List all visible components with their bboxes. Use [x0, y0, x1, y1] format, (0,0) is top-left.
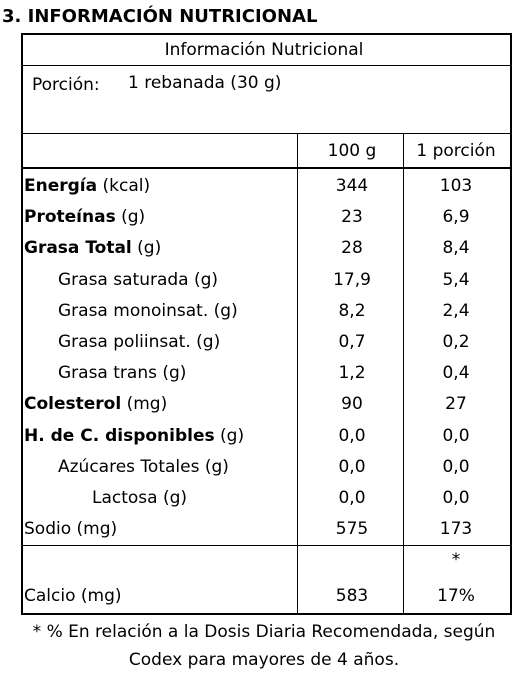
nutrient-unit: (g) — [162, 363, 187, 384]
nutrient-name: Grasa saturada — [58, 269, 189, 290]
rule — [21, 65, 510, 66]
value-portion: 0,0 — [442, 488, 470, 508]
nutrient-label: Grasa Total (g) — [24, 238, 161, 258]
value-portion: 5,4 — [442, 269, 470, 290]
footnote: Codex para mayores de 4 años. — [128, 650, 400, 670]
nutrient-unit: (mg) — [126, 394, 168, 415]
nutrient-name: Energía — [24, 176, 98, 196]
value-portion: 103 — [439, 176, 473, 196]
value-100g: 0,0 — [338, 488, 366, 508]
column-rule — [403, 133, 404, 613]
nutrient-label: Proteínas (g) — [24, 207, 145, 227]
value-portion: 0,4 — [442, 363, 470, 384]
nutrient-unit: (g) — [213, 300, 238, 321]
nutrient-unit: (g) — [196, 332, 221, 352]
footnote-marker: * — [451, 550, 461, 570]
value-100g: 0,0 — [338, 456, 366, 477]
footnote: * % En relación a la Dosis Diaria Recome… — [32, 622, 496, 642]
nutrient-label: Grasa saturada (g) — [58, 270, 218, 290]
value-portion: 0,0 — [442, 425, 470, 446]
value-100g: 23 — [341, 207, 363, 228]
nutrient-name: Sodio — [24, 519, 72, 540]
value-portion: 27 — [445, 394, 467, 415]
nutrient-label: H. de C. disponibles (g) — [24, 426, 244, 446]
nutrient-unit: (mg) — [76, 519, 118, 540]
value-100g: 17,9 — [333, 269, 371, 290]
value-portion: 6,9 — [442, 207, 470, 228]
value-portion: 17% — [437, 586, 475, 606]
rule — [21, 167, 510, 169]
value-100g: 28 — [341, 238, 363, 259]
value-100g: 0,7 — [338, 332, 366, 352]
value-portion: 173 — [439, 519, 473, 540]
value-portion: 8,4 — [442, 238, 470, 259]
nutrient-unit: (mg) — [80, 586, 122, 606]
nutrient-label: Grasa trans (g) — [58, 363, 186, 383]
nutrient-unit: (g) — [137, 238, 162, 259]
nutrient-unit: (g) — [204, 456, 229, 477]
nutrient-name: Grasa trans — [58, 363, 157, 384]
nutrient-label: Sodio (mg) — [24, 519, 117, 539]
portion-value: 1 rebanada (30 g) — [128, 73, 282, 93]
value-100g: 575 — [335, 519, 369, 540]
nutrient-label: Colesterol (mg) — [24, 394, 167, 414]
nutrient-name: Calcio — [24, 586, 76, 606]
table-border — [21, 33, 512, 615]
nutrient-unit: (g) — [194, 269, 219, 290]
nutrient-name: H. de C. disponibles — [24, 425, 215, 446]
nutrient-label: Energía (kcal) — [24, 176, 150, 196]
nutrient-label: Lactosa (g) — [92, 488, 187, 508]
nutrient-unit: (kcal) — [102, 176, 151, 196]
nutrient-unit: (g) — [121, 207, 146, 228]
column-header: 1 porción — [416, 141, 496, 161]
section-title: 3. INFORMACIÓN NUTRICIONAL — [2, 6, 318, 27]
value-portion: 0,0 — [442, 456, 470, 477]
nutrient-label: Azúcares Totales (g) — [58, 457, 229, 477]
column-rule — [297, 133, 298, 613]
value-100g: 90 — [341, 394, 363, 415]
value-100g: 1,2 — [338, 363, 366, 384]
nutrient-name: Grasa Total — [24, 238, 132, 259]
nutrient-unit: (g) — [220, 425, 245, 446]
value-100g: 344 — [335, 176, 369, 196]
nutrient-name: Azúcares Totales — [58, 456, 200, 477]
nutrient-label: Calcio (mg) — [24, 586, 122, 606]
nutrient-name: Proteínas — [24, 207, 116, 228]
nutrient-name: Lactosa — [92, 488, 158, 508]
nutrient-label: Grasa monoinsat. (g) — [58, 301, 238, 321]
nutrient-unit: (g) — [162, 488, 188, 508]
nutrient-name: Colesterol — [24, 394, 122, 415]
value-portion: 0,2 — [442, 332, 470, 352]
nutrient-name: Grasa poliinsat. — [58, 332, 191, 352]
table-heading: Información Nutricional — [164, 40, 364, 60]
rule — [21, 545, 510, 546]
rule — [21, 133, 510, 134]
value-100g: 0,0 — [338, 425, 366, 446]
value-100g: 583 — [335, 586, 369, 606]
value-portion: 2,4 — [442, 300, 470, 321]
value-100g: 8,2 — [338, 300, 366, 321]
column-header: 100 g — [327, 141, 377, 161]
nutrient-name: Grasa monoinsat. — [58, 300, 209, 321]
portion-label: Porción: — [32, 75, 100, 95]
nutrient-label: Grasa poliinsat. (g) — [58, 332, 220, 352]
